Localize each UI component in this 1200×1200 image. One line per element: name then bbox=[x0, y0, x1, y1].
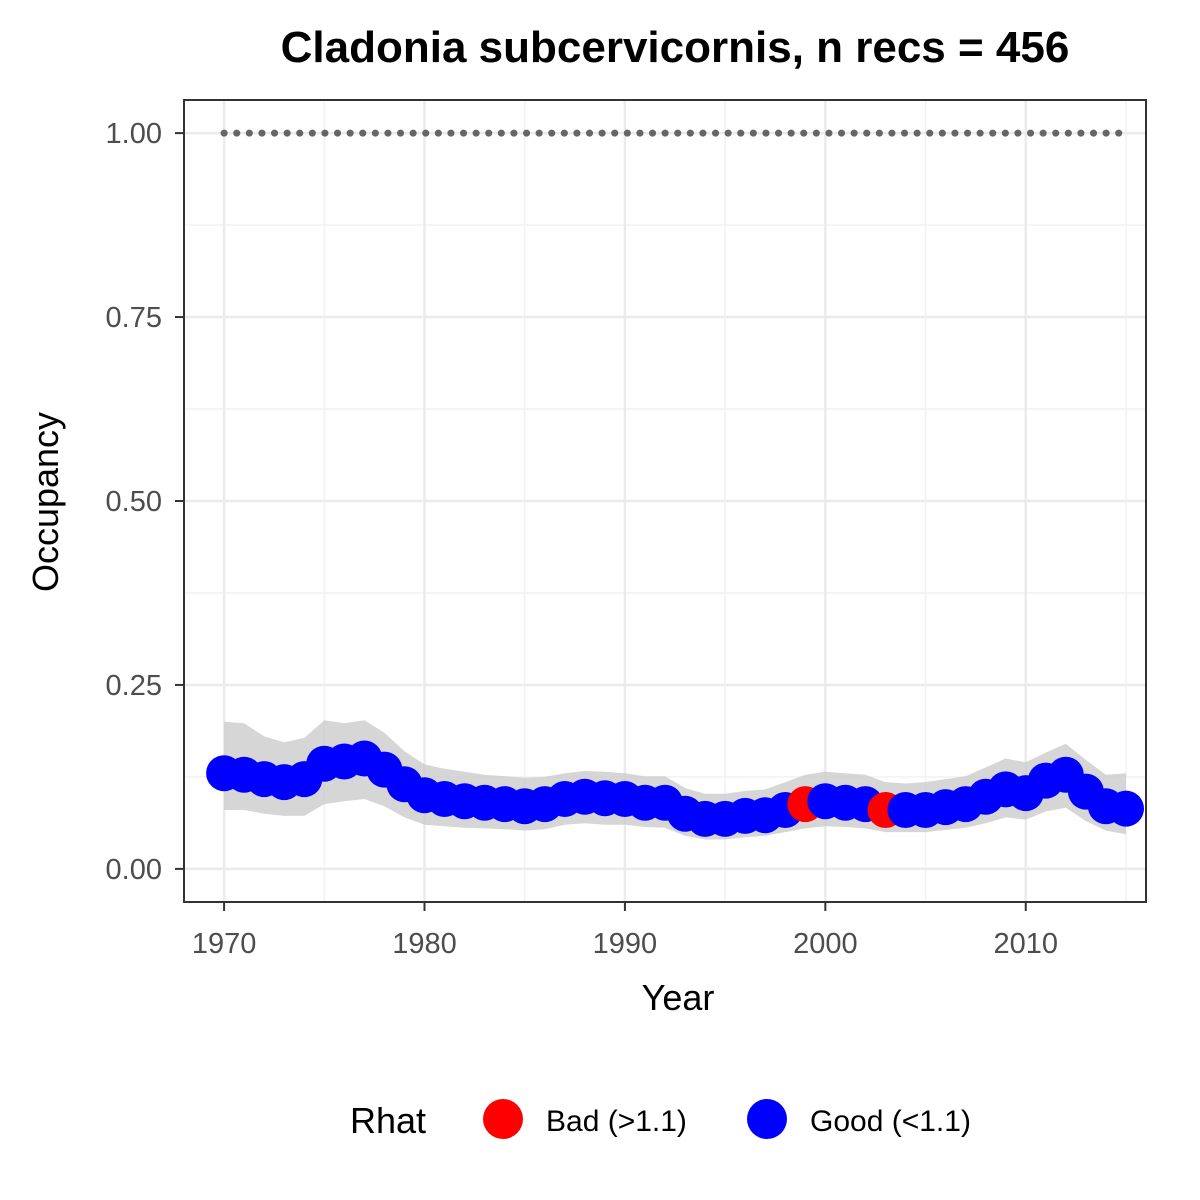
legend-label-good: Good (<1.1) bbox=[810, 1105, 971, 1138]
y-tick-label-1.00: 1.00 bbox=[106, 118, 162, 150]
y-tick-label-0.00: 0.00 bbox=[106, 854, 162, 886]
x-tick-label-1970: 1970 bbox=[192, 928, 257, 960]
y-tick-label-0.75: 0.75 bbox=[106, 302, 162, 334]
data-points bbox=[206, 740, 1144, 837]
x-tick-label-2000: 2000 bbox=[793, 928, 858, 960]
legend-key-bad bbox=[483, 1099, 523, 1139]
x-axis-title: Year bbox=[642, 977, 715, 1018]
y-axis-ticks: 0.00 0.25 0.50 0.75 1.00 bbox=[106, 118, 184, 886]
y-tick-label-0.50: 0.50 bbox=[106, 486, 162, 518]
x-tick-label-1990: 1990 bbox=[593, 928, 658, 960]
legend: Rhat Bad (>1.1) Good (<1.1) bbox=[350, 1099, 971, 1141]
data-point-2015 bbox=[1108, 790, 1144, 827]
y-axis-title: Occupancy bbox=[25, 412, 66, 592]
x-tick-label-2010: 2010 bbox=[993, 928, 1058, 960]
chart-title: Cladonia subcervicornis, n recs = 456 bbox=[281, 23, 1070, 72]
legend-label-bad: Bad (>1.1) bbox=[546, 1105, 687, 1138]
y-tick-label-0.25: 0.25 bbox=[106, 670, 162, 702]
x-tick-label-1980: 1980 bbox=[392, 928, 457, 960]
legend-key-good bbox=[747, 1099, 787, 1139]
x-axis-ticks: 1970 1980 1990 2000 2010 bbox=[192, 902, 1058, 960]
legend-title: Rhat bbox=[350, 1100, 426, 1141]
